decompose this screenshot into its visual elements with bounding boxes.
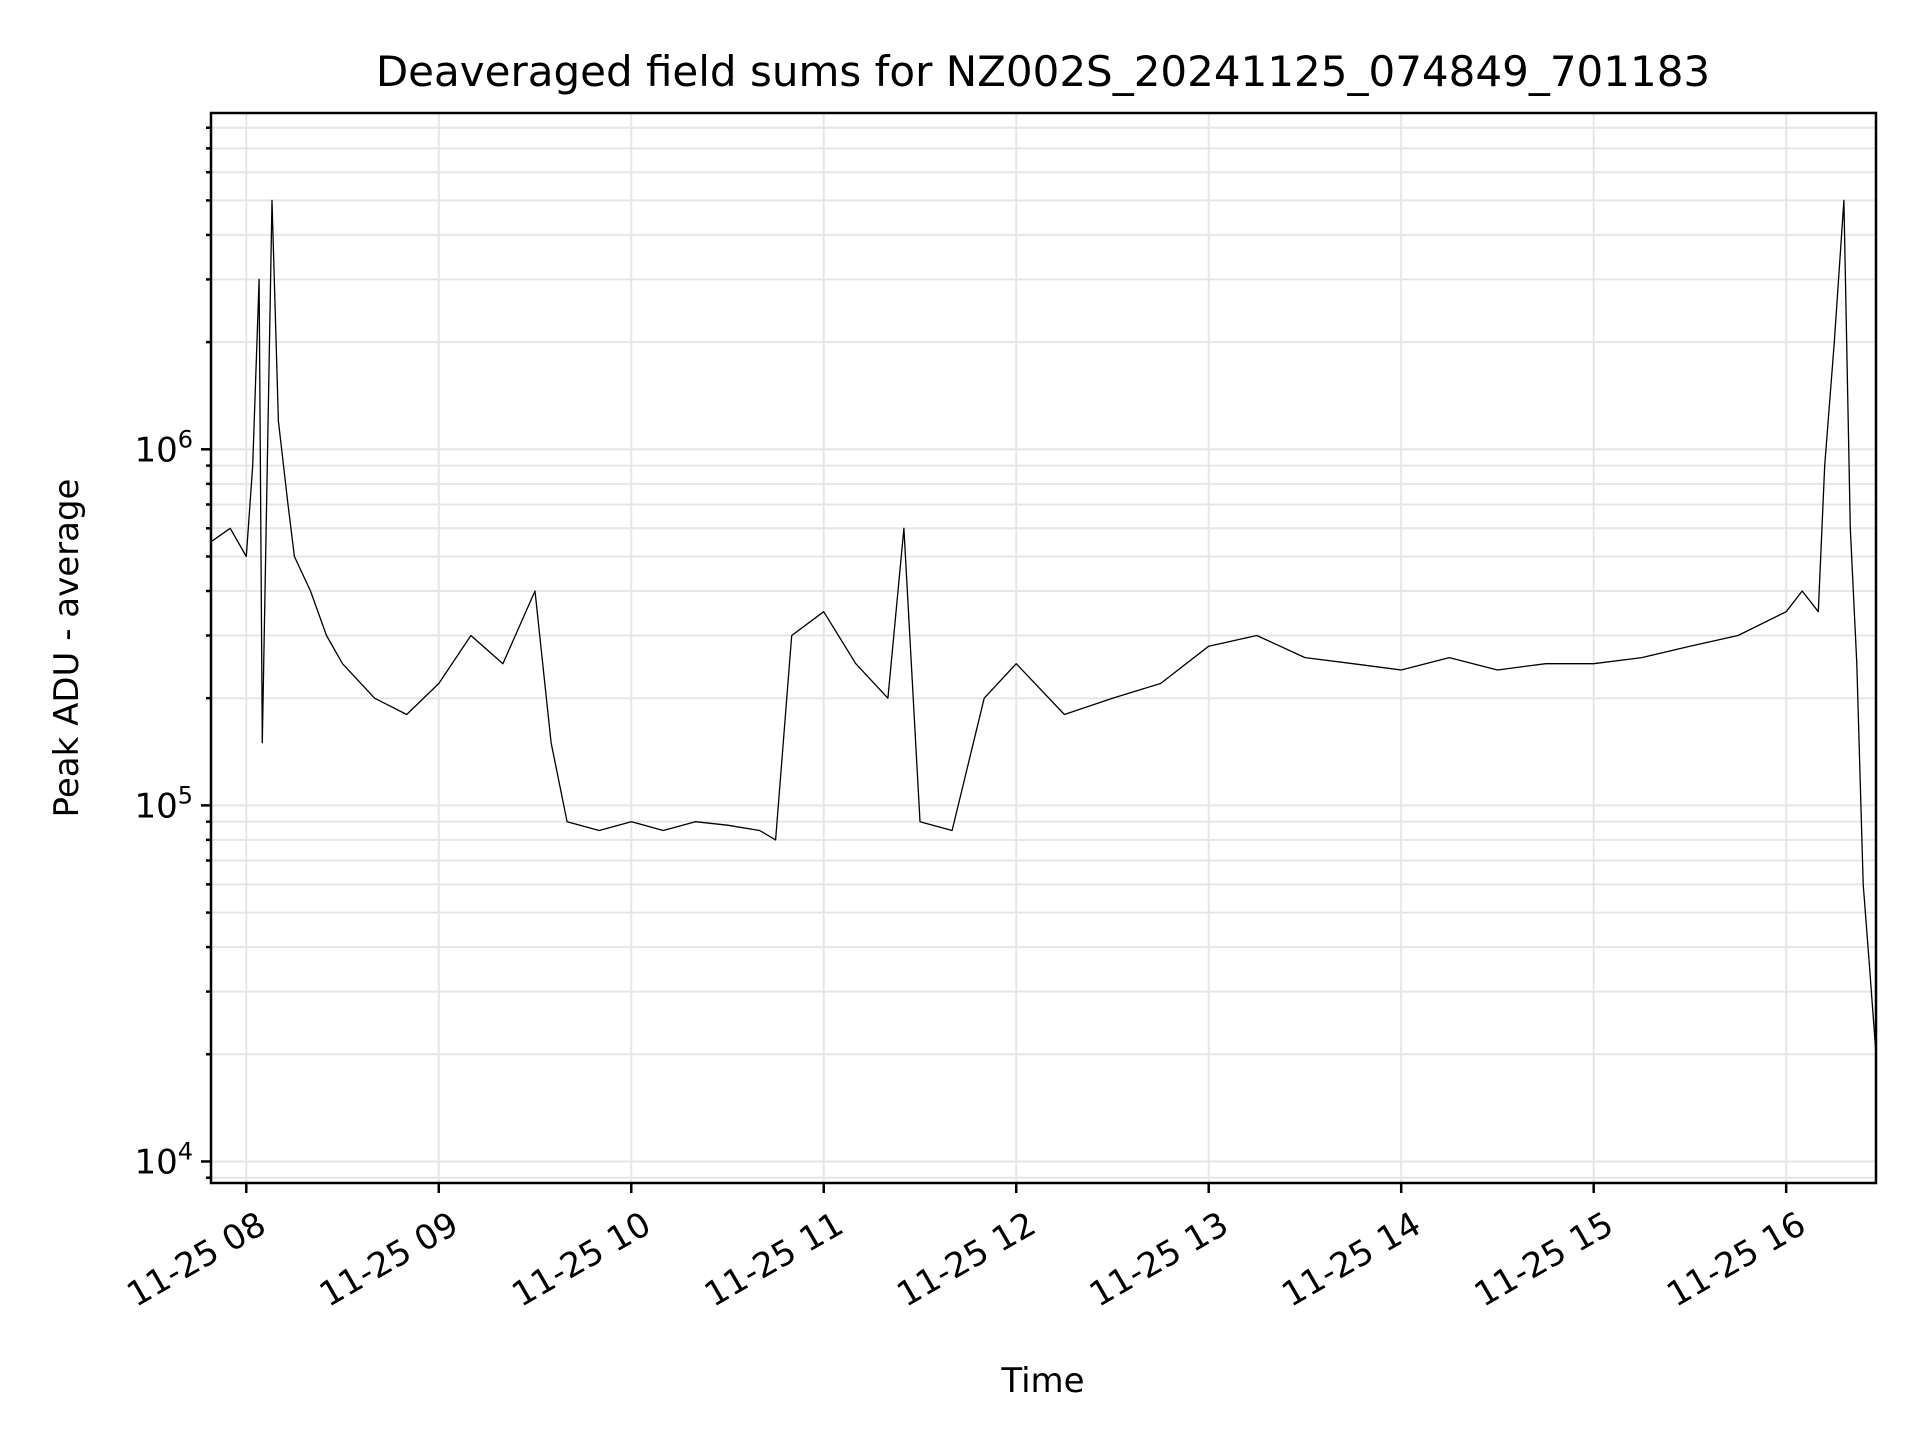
chart-title: Deaveraged field sums for NZ002S_2024112… [376,47,1710,96]
y-tick-label: 104 [134,1137,193,1182]
y-axis: 104 105 106 [134,126,211,1182]
y-tick-label: 106 [134,425,193,470]
plot-frame [209,111,1878,1185]
y-tick-label: 105 [134,781,193,826]
grid [211,113,1876,1183]
plot-area [210,199,1877,1055]
x-axis-label: Time [1000,1361,1084,1401]
series-line [210,199,1877,1055]
y-axis-label: Peak ADU - average [47,479,87,818]
